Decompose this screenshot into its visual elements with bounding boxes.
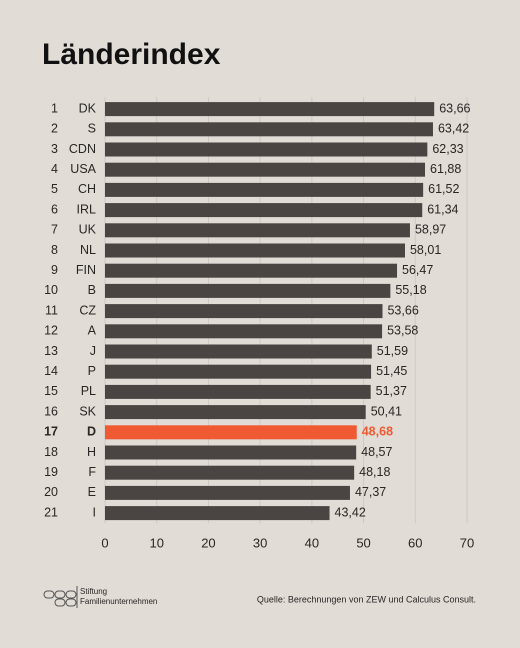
bar: [105, 283, 391, 298]
value-label: 51,45: [376, 364, 407, 378]
rank: 10: [44, 283, 58, 297]
bar: [105, 384, 371, 399]
bar: [105, 142, 428, 157]
category-label: H: [87, 445, 96, 459]
bar: [105, 263, 398, 278]
bar: [105, 344, 372, 359]
value-label: 51,59: [377, 344, 408, 358]
rank: 17: [44, 425, 58, 439]
logo-text: Familienunternehmen: [80, 597, 157, 606]
category-label: DK: [79, 101, 97, 115]
category-label: J: [90, 344, 96, 358]
rank: 9: [51, 263, 58, 277]
category-label: E: [88, 485, 96, 499]
value-label: 47,37: [355, 485, 386, 499]
value-label: 53,58: [387, 324, 418, 338]
rank: 1: [51, 101, 58, 115]
rank: 15: [44, 384, 58, 398]
x-tick-label: 50: [356, 536, 370, 551]
value-label: 58,01: [410, 243, 441, 257]
value-label: 61,34: [427, 202, 458, 216]
x-tick-label: 70: [460, 536, 474, 551]
rank: 5: [51, 182, 58, 196]
category-label: I: [93, 505, 96, 519]
rank: 7: [51, 223, 58, 237]
bar: [105, 243, 405, 258]
bar: [105, 324, 383, 339]
value-label: 48,68: [362, 425, 393, 439]
chart-title: Länderindex: [42, 38, 221, 71]
bar: [105, 223, 410, 238]
value-label: 55,18: [395, 283, 426, 297]
value-label: 61,88: [430, 162, 461, 176]
x-tick-label: 30: [253, 536, 267, 551]
rank: 12: [44, 324, 58, 338]
value-label: 56,47: [402, 263, 433, 277]
category-label: CH: [78, 182, 96, 196]
logo-text: Stiftung: [80, 587, 107, 596]
value-label: 58,97: [415, 223, 446, 237]
bar: [105, 203, 423, 218]
value-label: 50,41: [371, 404, 402, 418]
category-label: P: [88, 364, 96, 378]
category-label: SK: [79, 404, 96, 418]
logo-icon: [43, 586, 78, 608]
rank: 6: [51, 202, 58, 216]
bar: [105, 485, 350, 500]
category-label: USA: [70, 162, 96, 176]
x-tick-label: 10: [149, 536, 163, 551]
bar: [105, 304, 383, 319]
rank: 19: [44, 465, 58, 479]
value-label: 62,33: [432, 142, 463, 156]
category-label: CDN: [69, 142, 96, 156]
rank: 3: [51, 142, 58, 156]
category-label: D: [87, 425, 96, 439]
rank: 14: [44, 364, 58, 378]
category-label: FIN: [76, 263, 96, 277]
x-tick-label: 0: [101, 536, 108, 551]
value-label: 63,66: [439, 101, 470, 115]
rank: 18: [44, 445, 58, 459]
bar: [105, 182, 424, 197]
rank: 13: [44, 344, 58, 358]
category-label: B: [88, 283, 96, 297]
category-label: CZ: [79, 303, 96, 317]
x-tick-label: 20: [201, 536, 215, 551]
bar: [105, 465, 355, 480]
category-label: UK: [79, 223, 97, 237]
bar: [105, 405, 366, 420]
rank: 11: [45, 303, 58, 317]
rank: 4: [51, 162, 58, 176]
x-tick-label: 60: [408, 536, 422, 551]
rank: 16: [44, 404, 58, 418]
source: Quelle: Berechnungen von ZEW und Calculu…: [257, 594, 476, 604]
rank: 2: [51, 122, 58, 136]
rank: 21: [44, 505, 58, 519]
value-label: 63,42: [438, 122, 469, 136]
rank: 20: [44, 485, 58, 499]
bar: [105, 425, 357, 440]
category-label: F: [88, 465, 96, 479]
value-label: 61,52: [428, 182, 459, 196]
bar: [105, 364, 372, 379]
value-label: 48,18: [359, 465, 390, 479]
value-label: 43,42: [335, 505, 366, 519]
category-label: PL: [81, 384, 96, 398]
bar: [105, 445, 357, 460]
category-label: NL: [80, 243, 96, 257]
value-label: 51,37: [376, 384, 407, 398]
category-label: IRL: [77, 202, 97, 216]
x-tick-label: 40: [305, 536, 319, 551]
category-label: A: [88, 324, 97, 338]
rank: 8: [51, 243, 58, 257]
bar: [105, 122, 433, 137]
value-label: 53,66: [387, 303, 418, 317]
value-label: 48,57: [361, 445, 392, 459]
bar: [105, 506, 330, 521]
category-label: S: [88, 122, 96, 136]
bar: [105, 162, 426, 177]
bar: [105, 102, 435, 117]
